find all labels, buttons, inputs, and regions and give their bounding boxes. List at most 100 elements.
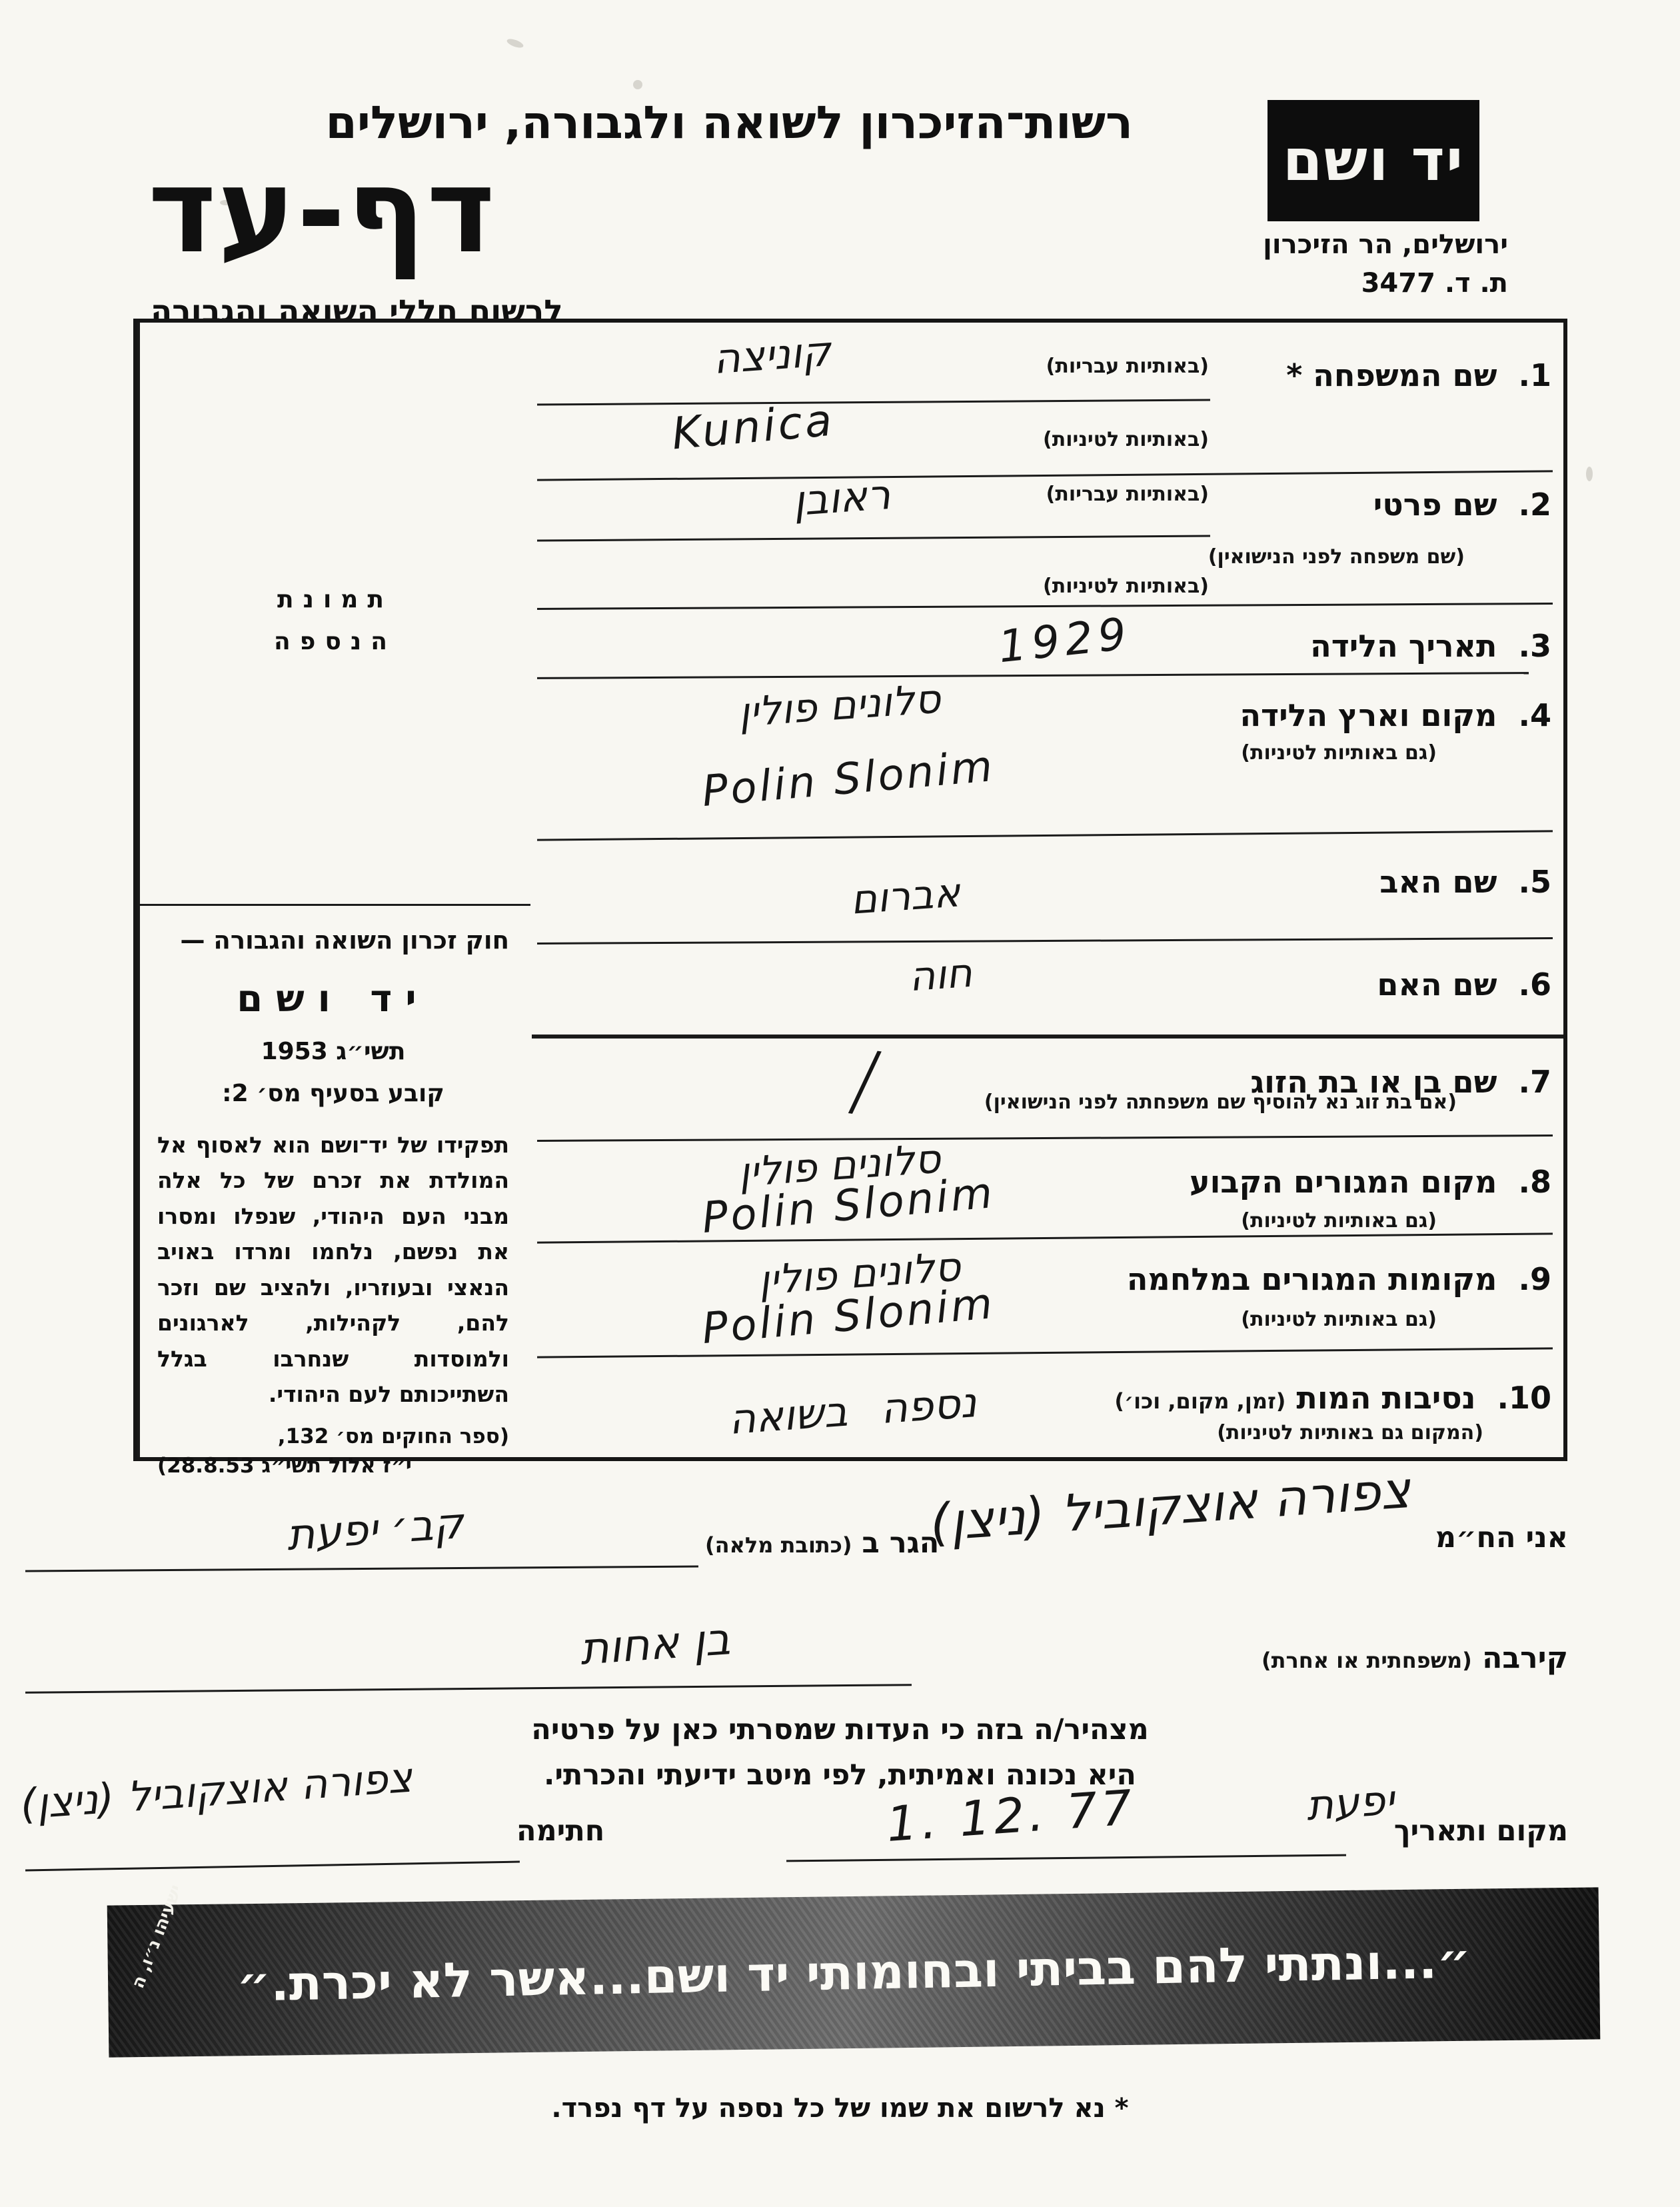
field-1-line-latin [537, 470, 1553, 481]
photo-label-line2: הנספה [274, 628, 397, 655]
form-subtitle: לרשום חללי השואה והגבורה [151, 293, 563, 330]
form-title: דף-עד [148, 144, 497, 279]
logo-text: יד ושם [1282, 127, 1465, 194]
banner-quote: ״...ונתתי להם בביתי ובחומותי יד ושם...אש… [236, 1932, 1471, 2012]
field-10-sub-latin: (המקום גם באותיות לטיניות) [1217, 1421, 1483, 1444]
field-3-line [537, 672, 1529, 679]
field-10-label-paren: (זמן, מקום, וכו׳) [1114, 1388, 1286, 1414]
relation-handwriting: בן אחות [578, 1613, 732, 1675]
field-3-number: 3. [1518, 628, 1552, 664]
relation-line [25, 1684, 912, 1694]
footnote: * נא לרשום את שמו של כל נספה על דף נפרד. [551, 2093, 1129, 2124]
field-2-handwriting-hebrew: ראובן [791, 469, 892, 526]
field-4-sub-latin: (גם באותיות לטיניות) [1241, 741, 1437, 765]
field-6-divider [532, 1035, 1563, 1039]
scan-artifact [1586, 467, 1593, 481]
scan-artifact [506, 37, 524, 50]
field-6-handwriting: חוה [907, 949, 974, 1001]
signature-label: חתימה [516, 1814, 605, 1848]
field-9-sub-latin: (גם באותיות לטיניות) [1241, 1308, 1437, 1331]
residing-paren: (כתובת מלאה) [705, 1532, 852, 1558]
field-2-sub-maiden: (שם משפחה לפני הנישואין) [1208, 545, 1465, 569]
field-4-line [537, 830, 1553, 841]
signature-handwriting: צפורה אוצקוביל (ניצן) [19, 1752, 414, 1829]
scan-artifact [220, 200, 232, 205]
field-3-handwriting: 1929 [996, 607, 1134, 673]
photo-placeholder: תמונת הנספה [140, 586, 530, 655]
field-7-label: 7. שם בן או בת הזוג [1250, 1064, 1552, 1100]
field-9-label: 9. מקומות המגורים במלחמה [1126, 1261, 1552, 1297]
field-8-line [537, 1232, 1553, 1244]
address-line-2: ת. ד. 3477 [1361, 268, 1508, 299]
quote-banner: ״...ונתתי להם בביתי ובחומותי יד ושם...אש… [107, 1882, 1601, 2058]
field-2-line-hebrew [537, 535, 1210, 542]
field-1-handwriting-hebrew: קוניצה [711, 326, 833, 384]
law-ref-2: י״ז אלול תשי״ג 28.8.53) [157, 1453, 412, 1478]
field-1-sub-hebrew: (באותיות עבריות) [1046, 355, 1209, 378]
field-4-handwriting-hebrew: סלונים פולין [736, 675, 942, 737]
law-text-block: חוק זכרון השואה והגבורה — יד ושם תשי״ג 1… [157, 926, 509, 1478]
field-1-number: 1. [1518, 357, 1552, 393]
address-line [25, 1565, 698, 1572]
field-7-line [537, 1134, 1553, 1142]
field-10-handwriting: נספה בשואה [726, 1378, 978, 1444]
law-name: יד ושם [237, 977, 430, 1021]
relation-paren: (משפחתית או אחרת) [1261, 1648, 1472, 1673]
field-4-number: 4. [1518, 697, 1552, 733]
address-line-1: ירושלים, הר הזיכרון [1263, 229, 1508, 260]
field-2-sub-latin: (באותיות לטיניות) [1043, 575, 1209, 598]
address-handwriting: קב׳ יפעת [285, 1498, 466, 1561]
photo-label-line1: תמונת [277, 586, 393, 613]
law-ref-1: (ספר החוקים מס׳ 132, [277, 1424, 509, 1448]
residing-label: הגר ב (כתובת מלאה) [705, 1526, 940, 1560]
field-5-number: 5. [1518, 864, 1552, 900]
field-2-line-latin [537, 603, 1553, 610]
law-year: תשי״ג 1953 [261, 1038, 406, 1065]
field-8-label: 8. מקום המגורים הקבוע [1190, 1164, 1551, 1200]
field-5-label: 5. שם האב [1379, 864, 1551, 900]
field-6-number: 6. [1518, 967, 1552, 1003]
quote-wrapper: ״...ונתתי להם בביתי ובחומותי יד ושם...אש… [107, 1887, 1601, 2057]
field-2-label: 2. שם פרטי [1373, 487, 1551, 523]
field-9-line [537, 1347, 1553, 1358]
declarant-name-handwriting: צפורה אוצקוביל (ניצן) [928, 1459, 1413, 1553]
field-7-sub-note: (אם בת זוג נא להוסיף שם משפחתה לפני הניש… [984, 1091, 1457, 1114]
fields-column: 1. שם המשפחה * (באותיות עבריות) קוניצה (… [532, 323, 1563, 1457]
law-intro: חוק זכרון השואה והגבורה — [180, 926, 509, 955]
place-date-label: מקום ותאריך [1393, 1814, 1568, 1848]
field-6-label: 6. שם האם [1377, 967, 1551, 1003]
statement-line-1: מצהיר/ה בזה כי העדות שמסרתי כאן על פרטיה [531, 1713, 1149, 1746]
relation-label: קירבה (משפחתית או אחרת) [1261, 1641, 1568, 1675]
field-1-sub-latin: (באותיות לטיניות) [1043, 428, 1209, 451]
field-9-number: 9. [1518, 1261, 1552, 1297]
form-box: תמונת הנספה חוק זכרון השואה והגבורה — יד… [133, 319, 1567, 1478]
field-4-handwriting-latin: Polin Slonim [700, 741, 997, 817]
field-2-number: 2. [1518, 487, 1552, 523]
sidebar-divider [140, 904, 530, 906]
place-handwriting: יפעת [1304, 1775, 1396, 1830]
authority-title: רשות־הזיכרון לשואה ולגבורה, ירושלים [325, 97, 1133, 149]
field-1-label: 1. שם המשפחה * [1286, 357, 1551, 393]
field-10-number: 10. [1497, 1380, 1552, 1416]
field-2-sub-hebrew: (באותיות עבריות) [1046, 483, 1209, 506]
field-3-label: 3. תאריך הלידה [1310, 628, 1551, 664]
field-4-label: 4. מקום וארץ הלידה [1240, 697, 1551, 733]
field-8-sub-latin: (גם באותיות לטיניות) [1241, 1209, 1437, 1232]
law-clause: קובע בסעיף מס׳ 2: [222, 1080, 444, 1107]
field-1-line-hebrew [537, 399, 1210, 406]
sidebar-column: תמונת הנספה חוק זכרון השואה והגבורה — יד… [137, 323, 530, 1478]
field-5-line [537, 937, 1553, 945]
declarant-prefix: אני הח״מ [1435, 1521, 1568, 1554]
field-5-handwriting: אברום [848, 869, 962, 924]
field-10-label: 10. נסיבות המות (זמן, מקום, וכו׳) [1114, 1380, 1551, 1416]
field-7-handwriting-slash: / [845, 1033, 885, 1129]
field-7-number: 7. [1518, 1064, 1552, 1100]
yad-vashem-logo: יד ושם [1267, 100, 1479, 221]
statement-line-2: היא נכונה ואמיתית, לפי מיטב ידיעתי והכרת… [544, 1758, 1136, 1792]
place-date-line [786, 1854, 1346, 1862]
scan-artifact [633, 80, 642, 89]
signature-line [25, 1860, 520, 1872]
law-body: תפקידו של יד־ושם הוא לאסוף אל המולדת את … [157, 1132, 509, 1408]
field-8-number: 8. [1518, 1164, 1552, 1200]
